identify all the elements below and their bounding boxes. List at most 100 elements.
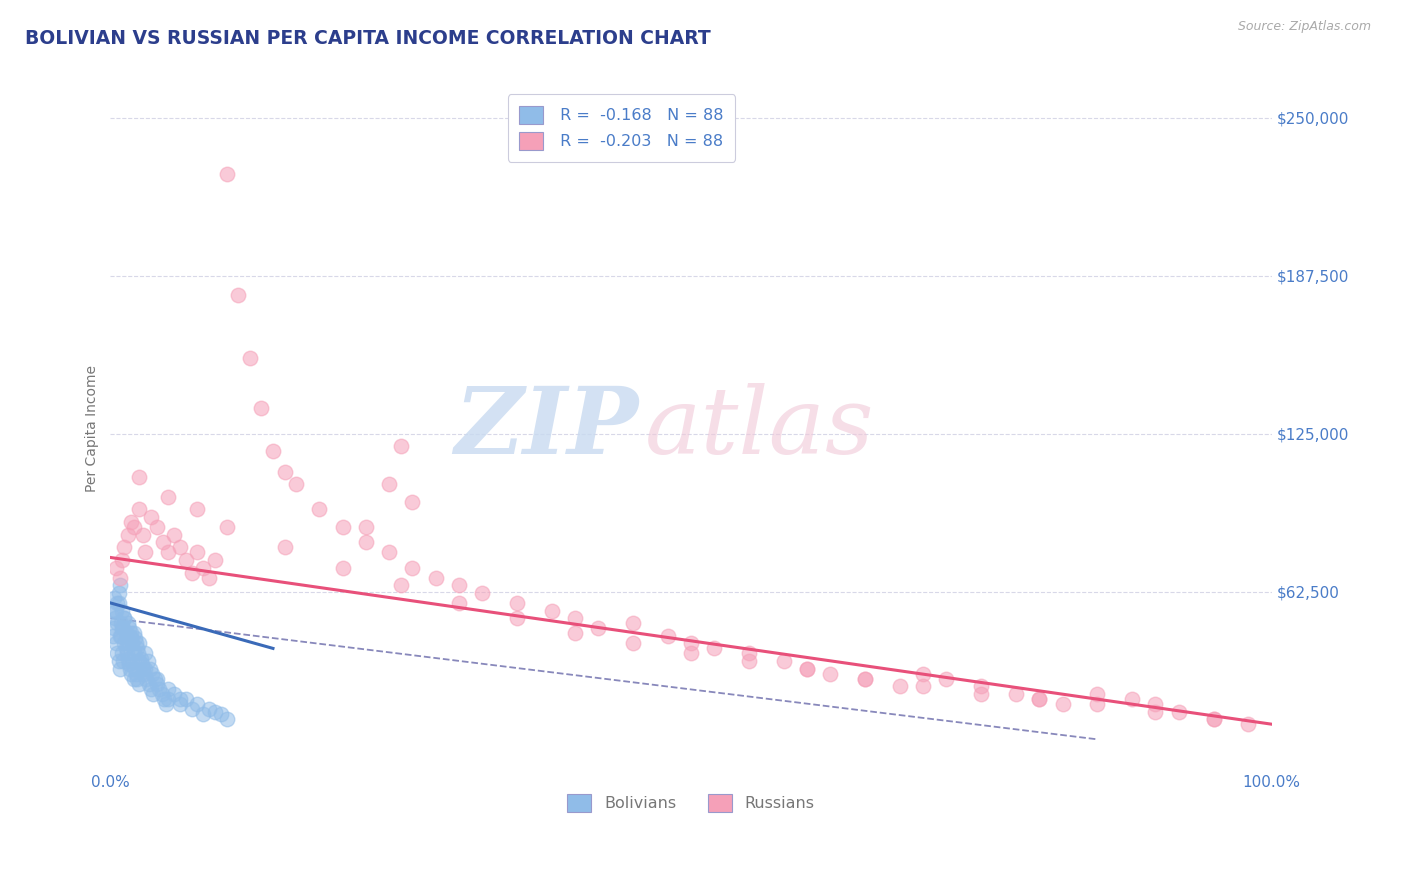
Point [124, 662, 146, 676]
Point [912, 679, 935, 693]
Legend: Bolivians, Russians: Bolivians, Russians [555, 782, 825, 823]
Point [105, 636, 128, 650]
Point [163, 527, 186, 541]
Point [120, 626, 142, 640]
Point [471, 586, 494, 600]
Point [1028, 692, 1050, 706]
Point [112, 621, 135, 635]
Point [135, 672, 157, 686]
Point [1052, 697, 1074, 711]
Point [120, 632, 142, 646]
Point [738, 647, 761, 661]
Point [157, 681, 180, 696]
Point [506, 596, 529, 610]
Point [124, 632, 146, 646]
Point [112, 636, 135, 650]
Point [120, 629, 142, 643]
Point [657, 629, 679, 643]
Point [105, 596, 128, 610]
Point [112, 611, 135, 625]
Point [103, 591, 125, 605]
Point [141, 666, 163, 681]
Point [1144, 705, 1167, 719]
Point [122, 520, 145, 534]
Point [447, 596, 470, 610]
Point [132, 527, 155, 541]
Point [773, 654, 796, 668]
Point [110, 629, 132, 643]
Point [308, 502, 330, 516]
Point [215, 520, 238, 534]
Point [146, 520, 169, 534]
Point [134, 647, 156, 661]
Point [136, 654, 159, 668]
Point [180, 566, 202, 580]
Point [163, 687, 186, 701]
Point [121, 636, 143, 650]
Point [120, 666, 142, 681]
Point [131, 657, 153, 671]
Point [104, 603, 127, 617]
Point [138, 677, 160, 691]
Point [127, 641, 149, 656]
Point [378, 477, 401, 491]
Point [679, 647, 702, 661]
Point [134, 662, 156, 676]
Point [143, 672, 166, 686]
Point [107, 586, 129, 600]
Text: atlas: atlas [644, 383, 875, 473]
Point [112, 611, 135, 625]
Point [120, 662, 142, 676]
Point [111, 621, 134, 635]
Point [112, 541, 135, 555]
Point [105, 616, 128, 631]
Point [447, 578, 470, 592]
Point [115, 647, 138, 661]
Point [285, 477, 308, 491]
Point [157, 545, 180, 559]
Point [889, 679, 911, 693]
Point [129, 651, 152, 665]
Point [970, 679, 993, 693]
Point [703, 641, 725, 656]
Point [107, 596, 129, 610]
Point [389, 578, 412, 592]
Point [112, 654, 135, 668]
Point [139, 681, 162, 696]
Point [796, 662, 818, 676]
Point [169, 541, 191, 555]
Point [204, 553, 226, 567]
Text: ZIP: ZIP [454, 383, 638, 473]
Y-axis label: Per Capita Income: Per Capita Income [86, 365, 100, 491]
Point [115, 632, 138, 646]
Point [564, 611, 586, 625]
Point [586, 621, 609, 635]
Point [105, 560, 128, 574]
Point [354, 520, 377, 534]
Point [150, 687, 173, 701]
Point [853, 672, 876, 686]
Point [1144, 697, 1167, 711]
Point [332, 520, 354, 534]
Point [104, 611, 127, 625]
Point [250, 401, 273, 416]
Point [738, 654, 761, 668]
Point [108, 578, 131, 592]
Point [1202, 712, 1225, 726]
Point [209, 707, 232, 722]
Point [273, 465, 295, 479]
Point [204, 705, 226, 719]
Point [389, 439, 412, 453]
Point [139, 662, 162, 676]
Point [226, 287, 249, 301]
Point [117, 636, 139, 650]
Point [262, 444, 284, 458]
Point [354, 535, 377, 549]
Point [1087, 697, 1109, 711]
Point [198, 702, 221, 716]
Point [186, 502, 208, 516]
Point [378, 545, 401, 559]
Point [215, 712, 238, 726]
Point [118, 621, 141, 635]
Point [169, 697, 191, 711]
